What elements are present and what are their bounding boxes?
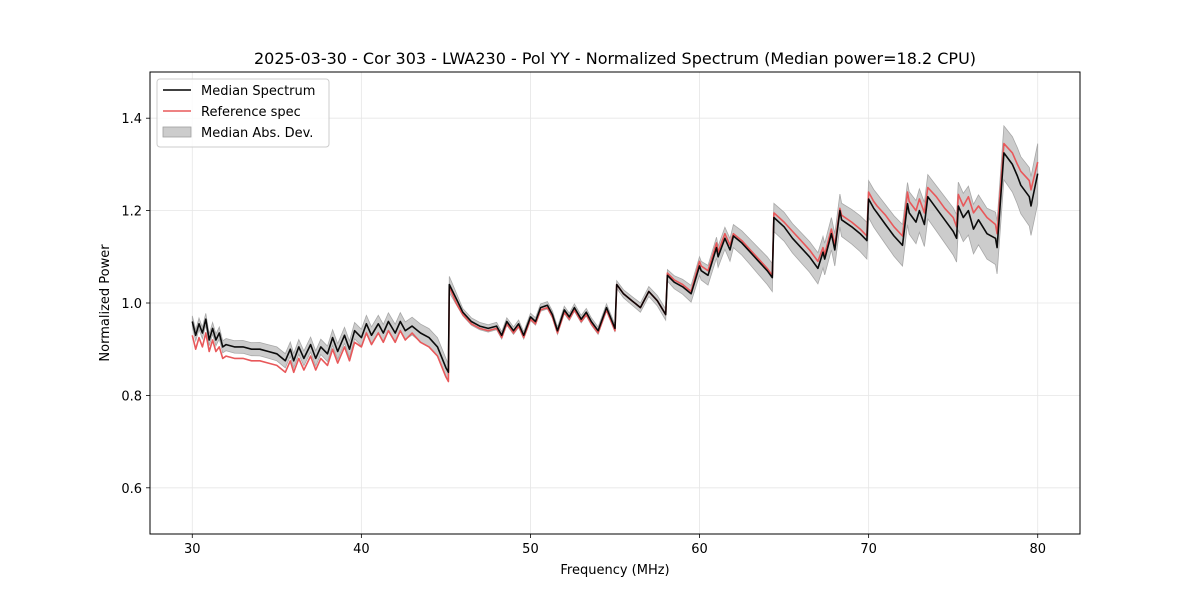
legend-label-reference: Reference spec bbox=[201, 105, 301, 120]
series-lines-layer bbox=[191, 142, 1039, 383]
y-tick-label: 1.4 bbox=[121, 112, 142, 127]
y-tick-label: 1.0 bbox=[121, 297, 142, 312]
x-axis-ticks: 30 40 50 60 70 80 bbox=[184, 534, 1046, 557]
legend-swatch-mad bbox=[162, 126, 192, 138]
legend-label-median: Median Spectrum bbox=[201, 84, 315, 99]
legend: Median Spectrum Reference spec Median Ab… bbox=[156, 78, 330, 148]
y-axis-ticks: 0.6 0.8 1.0 1.2 1.4 bbox=[121, 112, 150, 497]
x-tick-label: 40 bbox=[353, 542, 370, 557]
y-tick-label: 1.2 bbox=[121, 205, 142, 220]
x-tick-label: 50 bbox=[522, 542, 539, 557]
y-tick-label: 0.8 bbox=[121, 389, 142, 404]
series-line-median-spectrum bbox=[191, 152, 1039, 374]
x-axis-label: Frequency (MHz) bbox=[560, 563, 669, 578]
legend-label-mad: Median Abs. Dev. bbox=[201, 126, 313, 141]
legend-box bbox=[156, 78, 330, 148]
x-tick-label: 70 bbox=[860, 542, 877, 557]
x-tick-label: 30 bbox=[184, 542, 201, 557]
y-tick-label: 0.6 bbox=[121, 482, 142, 497]
x-tick-label: 60 bbox=[691, 542, 708, 557]
x-tick-label: 80 bbox=[1029, 542, 1046, 557]
chart-title: 2025-03-30 - Cor 303 - LWA230 - Pol YY -… bbox=[254, 49, 976, 68]
y-axis-label: Normalized Power bbox=[98, 244, 113, 362]
